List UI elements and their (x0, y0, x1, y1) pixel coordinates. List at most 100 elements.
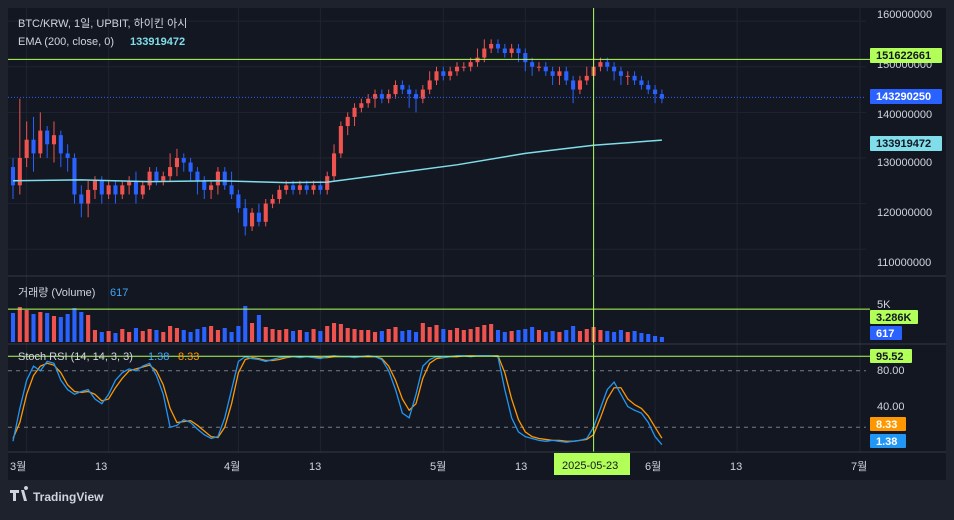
candle-body (229, 185, 234, 195)
x-tick-apr-13: 13 (309, 461, 321, 473)
stoch-label[interactable]: Stoch RSI (14, 14, 3, 3) (18, 351, 133, 363)
crosshair-volume-badge (870, 310, 918, 324)
price-tick-130m: 130000000 (877, 157, 932, 169)
candle-body (386, 94, 391, 99)
price-tick-110m: 110000000 (877, 257, 931, 269)
volume-bar (133, 328, 139, 342)
volume-bar (99, 332, 104, 342)
volume-bar (161, 332, 166, 342)
volume-bar (318, 331, 323, 342)
candle-body (17, 157, 22, 186)
candle-body (516, 48, 521, 54)
volume-bar (584, 329, 589, 342)
candle-body (475, 57, 480, 63)
candle-body (598, 62, 603, 67)
ema-price-text: 133919472 (876, 138, 931, 150)
stoch-tick-80: 80.00 (877, 365, 905, 377)
candle-body (106, 185, 111, 195)
candle-body (359, 103, 364, 108)
volume-bar (263, 327, 268, 342)
volume-value: 617 (110, 287, 128, 299)
candle-body (65, 153, 70, 158)
volume-bar (243, 306, 248, 342)
x-tick-jul: 7월 (851, 460, 867, 473)
volume-pane[interactable] (10, 306, 664, 342)
volume-bar (427, 327, 432, 342)
volume-bar (229, 332, 234, 342)
volume-bar (58, 317, 63, 342)
candle-body (270, 199, 275, 204)
volume-bar (250, 323, 255, 342)
volume-bar (612, 332, 617, 342)
ema-line (12, 139, 662, 184)
candle-body (140, 185, 145, 195)
volume-bar (393, 327, 398, 342)
price-tick-140m: 140000000 (877, 109, 932, 121)
volume-bar (24, 310, 29, 342)
volume-bar (311, 329, 316, 342)
candle-body (352, 107, 357, 117)
price-tick-160m: 160000000 (877, 9, 932, 21)
candle-body (420, 89, 425, 99)
volume-bar (120, 329, 125, 342)
candle-body (24, 139, 29, 158)
candle-body (236, 194, 241, 209)
tradingview-logo[interactable]: TradingView (10, 486, 104, 504)
volume-bar (372, 332, 378, 342)
volume-bar (38, 312, 43, 342)
candle-body (523, 53, 528, 63)
volume-bar (51, 316, 57, 342)
candle-body (188, 162, 193, 172)
volume-bar (495, 330, 501, 342)
candle-body (584, 75, 589, 81)
x-tick-mar: 3월 (10, 460, 26, 473)
volume-bar (72, 308, 77, 342)
candle-body (113, 185, 118, 195)
candle-body (243, 208, 248, 227)
candle-body (311, 185, 316, 190)
candle-body (461, 66, 466, 68)
volume-bar (379, 331, 384, 342)
candle-body (297, 185, 302, 190)
volume-bar (10, 313, 16, 342)
candle-body (147, 171, 152, 186)
volume-label[interactable]: 거래량 (Volume) (18, 286, 95, 299)
candle-body (639, 80, 644, 85)
volume-bar (420, 323, 425, 342)
candle-body (612, 66, 617, 72)
volume-bar (659, 337, 664, 342)
volume-bar (564, 330, 569, 342)
candle-body (530, 62, 535, 67)
candle-body (161, 176, 166, 181)
volume-bar (550, 331, 555, 342)
candle-body (250, 212, 255, 227)
candle-body (215, 171, 220, 186)
candle-body (509, 48, 514, 54)
candle-body (625, 75, 630, 77)
volume-bar (86, 315, 91, 342)
volume-bar (516, 330, 521, 342)
volume-bar (454, 328, 460, 342)
volume-bar (434, 325, 439, 342)
volume-bar (17, 307, 22, 342)
last-volume-text: 617 (876, 328, 894, 340)
ema-label[interactable]: EMA (200, close, 0) (18, 36, 114, 48)
candle-body (564, 71, 569, 81)
candle-body (379, 94, 384, 99)
volume-bar (304, 332, 309, 342)
candle-body (571, 80, 576, 90)
candle-body (441, 71, 446, 76)
candle-body (92, 180, 98, 190)
candle-body (58, 135, 63, 154)
candle-body (181, 157, 186, 163)
volume-bar (482, 325, 487, 342)
candle-body (502, 48, 507, 54)
volume-bar (297, 330, 302, 342)
crosshair-volume-text: 3.286K (876, 312, 912, 324)
candle-body (468, 62, 473, 67)
volume-bar (215, 330, 220, 342)
candle-body (407, 89, 412, 95)
volume-bar (618, 330, 623, 342)
